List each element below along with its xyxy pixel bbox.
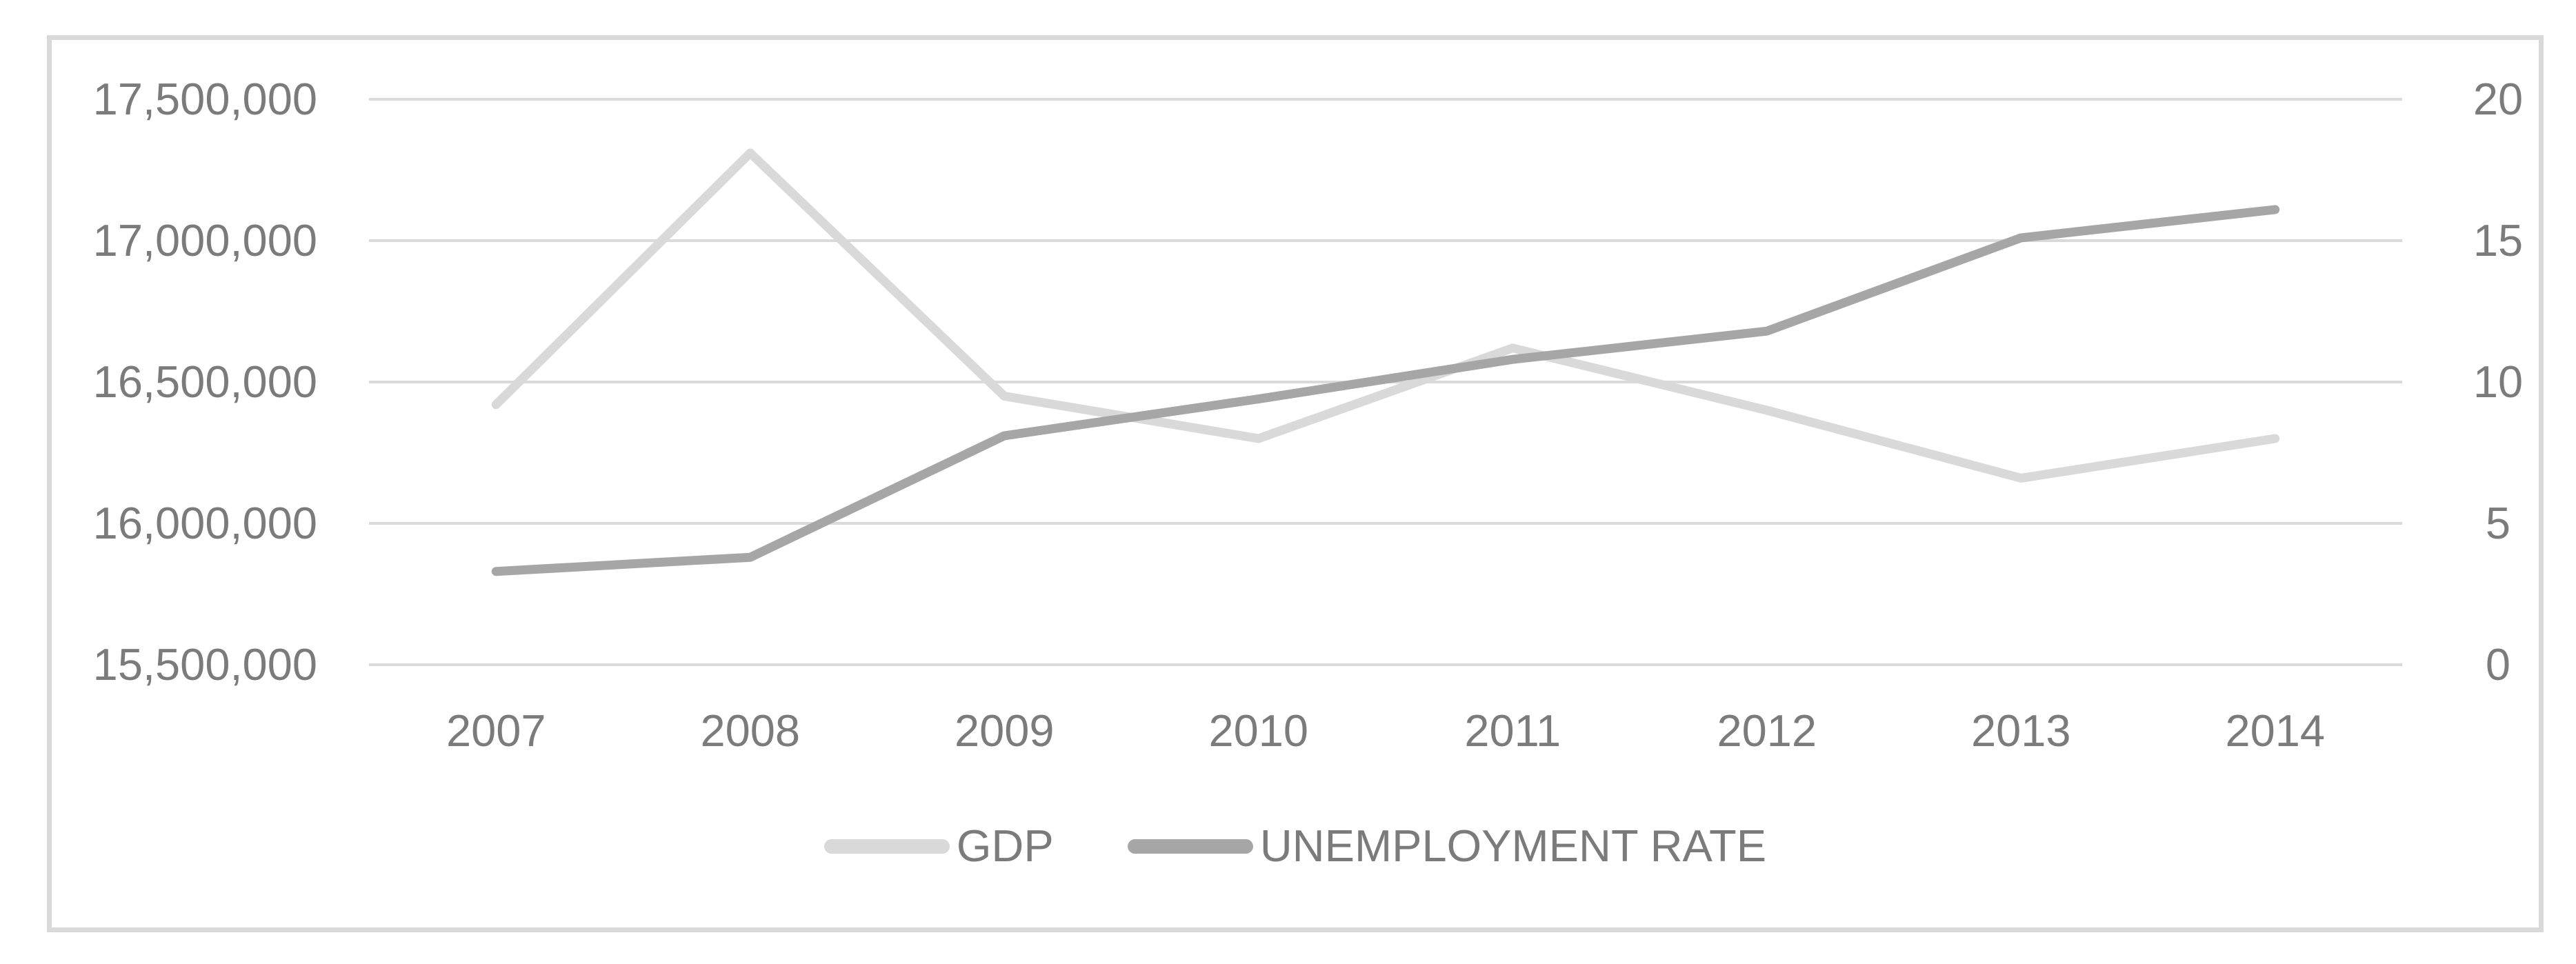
x-axis-year-label: 2014 (2225, 705, 2326, 756)
x-axis-year-label: 2012 (1717, 705, 1817, 756)
left-axis-tick-label: 16,000,000 (92, 498, 317, 548)
right-axis-tick-label: 20 (2473, 74, 2524, 124)
unemployment-rate-line-series[interactable] (491, 205, 2280, 576)
x-axis-year-label: 2008 (700, 705, 801, 756)
left-axis-tick-label: 15,500,000 (92, 639, 317, 690)
gdp-line-series[interactable] (491, 148, 2280, 483)
x-axis-year-label: 2011 (1464, 705, 1561, 756)
right-axis-tick-label: 0 (2485, 639, 2511, 690)
legend-item-unemployment-rate[interactable]: UNEMPLOYMENT RATE (1127, 821, 1767, 871)
unemployment-rate-legend-label: UNEMPLOYMENT RATE (1259, 821, 1767, 871)
gridlines (369, 98, 2402, 666)
right-axis-tick-label: 5 (2485, 498, 2511, 548)
x-axis-year-label: 2010 (1208, 705, 1309, 756)
left-axis-tick-label: 17,000,000 (92, 215, 317, 265)
gdp-legend-swatch (823, 839, 950, 854)
right-axis-tick-label: 15 (2473, 215, 2524, 265)
left-axis-tick-label: 16,500,000 (92, 357, 317, 407)
chart-frame (47, 35, 2544, 932)
gdp-legend-label: GDP (956, 821, 1054, 871)
legend: GDP UNEMPLOYMENT RATE (47, 823, 2544, 869)
x-axis-year-label: 2013 (1970, 705, 2071, 756)
unemployment-rate-legend-swatch (1127, 839, 1253, 854)
left-axis-tick-label: 17,500,000 (92, 74, 317, 124)
legend-item-gdp[interactable]: GDP (823, 821, 1054, 871)
right-axis-tick-label: 10 (2473, 357, 2524, 407)
x-axis-year-label: 2009 (954, 705, 1055, 756)
x-axis-year-label: 2007 (446, 705, 546, 756)
